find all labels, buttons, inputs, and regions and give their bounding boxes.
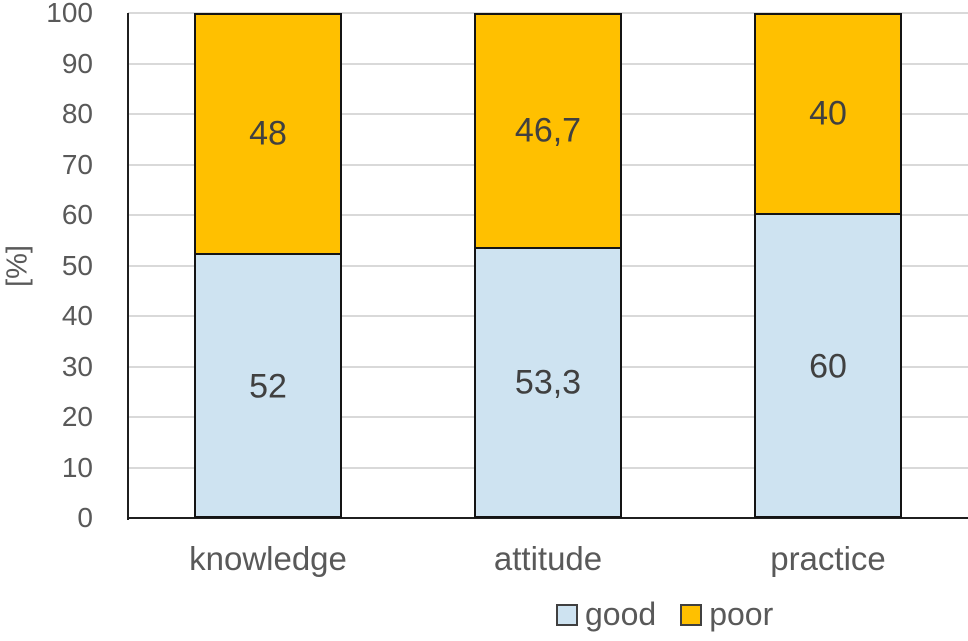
legend-swatch-poor (680, 603, 703, 626)
category-label-attitude: attitude (493, 540, 603, 577)
legend-swatch-good (556, 603, 578, 626)
y-tick-label: 10 (61, 451, 93, 483)
legend-label-good: good (585, 596, 657, 632)
y-tick-label: 60 (61, 199, 93, 230)
data-label-poor-practice: 40 (809, 94, 847, 133)
y-tick-label: 0 (77, 502, 93, 533)
legend-item-good: good (556, 596, 656, 633)
bar-segment-poor-attitude (474, 13, 622, 249)
bar-segment-poor-knowledge (194, 13, 342, 256)
data-label-good-attitude: 53,3 (514, 363, 582, 402)
bar-segment-good-attitude (474, 248, 622, 518)
legend-item-poor: poor (680, 596, 773, 633)
y-tick-label: 20 (61, 401, 93, 432)
y-tick-label: 30 (61, 350, 93, 382)
legend-label-poor: poor (709, 596, 774, 632)
y-tick-label: 100 (46, 0, 93, 28)
y-tick-label: 50 (61, 249, 93, 281)
data-label-poor-knowledge: 48 (249, 114, 287, 153)
category-label-knowledge: knowledge (189, 540, 347, 577)
bar-segment-good-practice (754, 215, 902, 518)
data-label-poor-attitude: 46,7 (514, 111, 582, 150)
y-tick-label: 80 (61, 98, 93, 129)
y-tick-label: 40 (61, 300, 93, 331)
bar-segment-good-knowledge (194, 255, 342, 518)
x-axis-line (127, 517, 968, 519)
bar-segment-poor-practice (754, 13, 902, 215)
y-tick-label: 70 (61, 148, 93, 180)
y-tick-label: 90 (61, 47, 93, 79)
data-label-good-knowledge: 52 (249, 367, 287, 406)
legend: good poor (556, 596, 773, 633)
y-axis-line (127, 13, 129, 520)
category-label-practice: practice (770, 540, 886, 577)
data-label-good-practice: 60 (809, 347, 847, 385)
